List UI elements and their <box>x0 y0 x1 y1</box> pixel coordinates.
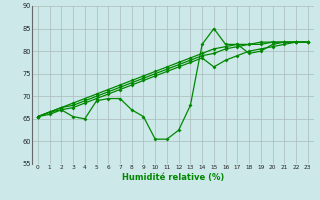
X-axis label: Humidité relative (%): Humidité relative (%) <box>122 173 224 182</box>
